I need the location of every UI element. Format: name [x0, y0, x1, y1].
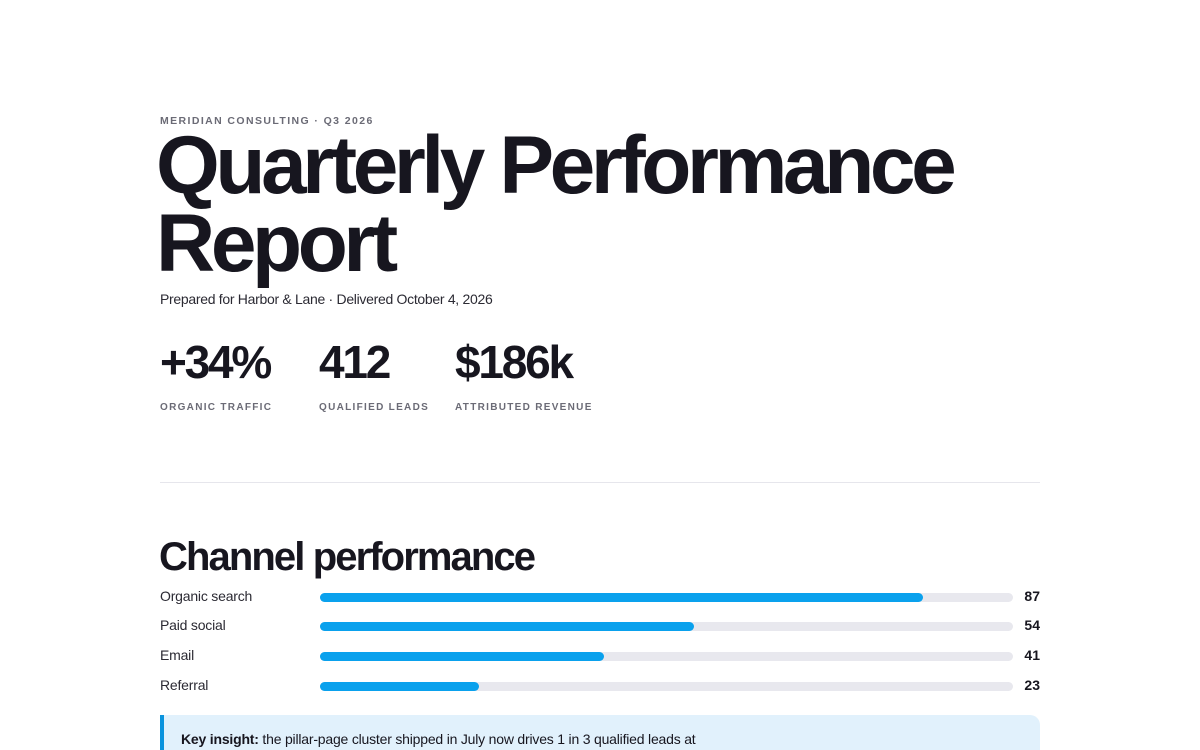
channel-value: 23	[1024, 677, 1040, 693]
kpi-organic-traffic: +34% ORGANIC TRAFFIC	[160, 336, 272, 413]
report-eyebrow: MERIDIAN CONSULTING · Q3 2026	[160, 115, 374, 127]
channel-label: Referral	[160, 677, 209, 693]
channel-row-referral: Referral 23	[160, 675, 1040, 697]
kpi-qualified-leads: 412 QUALIFIED LEADS	[319, 336, 429, 413]
channel-label: Email	[160, 647, 195, 663]
bar-fill	[320, 652, 605, 661]
bar-fill	[320, 622, 695, 631]
report-page: MERIDIAN CONSULTING · Q3 2026 Quarterly …	[156, 0, 1040, 750]
kpi-value: 412	[319, 336, 391, 388]
kpi-attributed-revenue: $186k ATTRIBUTED REVENUE	[455, 336, 593, 413]
bar-track	[320, 593, 1013, 602]
kpi-label: QUALIFIED LEADS	[319, 402, 430, 413]
key-insight-callout: Key insight: the pillar-page cluster shi…	[160, 715, 1040, 750]
kpi-label: ORGANIC TRAFFIC	[160, 402, 273, 413]
channel-label: Organic search	[160, 588, 253, 604]
channel-performance-title: Channel performance	[159, 535, 536, 579]
channel-row-paid-social: Paid social 54	[160, 615, 1040, 637]
kpi-value: $186k	[455, 336, 574, 388]
insight-text: the pillar-page cluster shipped in July …	[262, 731, 696, 747]
kpi-label: ATTRIBUTED REVENUE	[455, 402, 593, 413]
bar-track	[320, 652, 1013, 661]
report-title: Quarterly Performance Report	[156, 120, 957, 289]
bar-track	[320, 682, 1013, 691]
channel-label: Paid social	[160, 617, 226, 633]
bar-fill	[320, 593, 923, 602]
channel-row-organic-search: Organic search 87	[160, 586, 1040, 608]
bar-track	[320, 622, 1013, 631]
channel-value: 87	[1024, 588, 1040, 604]
insight-lead: Key insight:	[181, 731, 259, 747]
channel-value: 54	[1024, 617, 1040, 633]
bar-fill	[320, 682, 480, 691]
report-subtitle: Prepared for Harbor & Lane · Delivered O…	[160, 291, 493, 307]
kpi-value: +34%	[160, 336, 272, 388]
channel-value: 41	[1024, 647, 1040, 663]
section-divider	[160, 482, 1040, 483]
channel-row-email: Email 41	[160, 645, 1040, 667]
